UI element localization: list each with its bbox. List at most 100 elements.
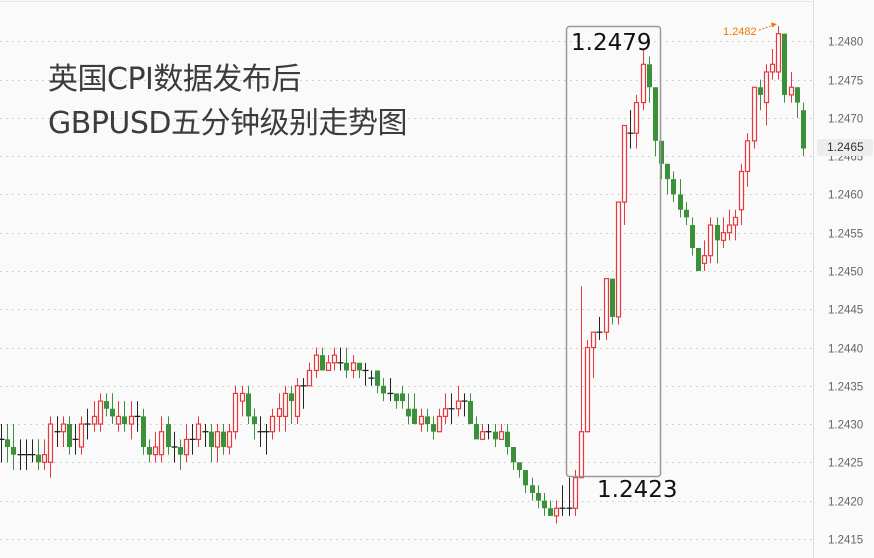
candle-body bbox=[782, 33, 787, 95]
candle-body bbox=[381, 385, 386, 394]
candle bbox=[707, 217, 714, 264]
candle-body bbox=[110, 408, 115, 417]
candle-body bbox=[320, 355, 325, 371]
candle bbox=[596, 316, 603, 340]
candle-body bbox=[715, 225, 720, 241]
box-low-label: 1.2423 bbox=[597, 477, 678, 503]
candle-body bbox=[47, 423, 54, 463]
candle-body bbox=[306, 369, 313, 387]
candle bbox=[320, 347, 325, 371]
candle-body bbox=[195, 423, 202, 440]
candle-body bbox=[751, 86, 758, 142]
candle bbox=[627, 110, 634, 149]
candle-body bbox=[707, 224, 714, 257]
candle bbox=[84, 408, 91, 440]
candle bbox=[344, 347, 349, 379]
candle bbox=[678, 179, 683, 218]
candle-body bbox=[431, 424, 436, 432]
candle bbox=[572, 469, 579, 516]
y-tick-label: 1.2440 bbox=[828, 344, 863, 356]
candle bbox=[110, 393, 115, 425]
candle bbox=[647, 56, 652, 103]
candle-body bbox=[252, 416, 257, 425]
candle bbox=[406, 393, 411, 425]
candle bbox=[788, 71, 795, 103]
candle bbox=[505, 424, 510, 455]
candle bbox=[72, 424, 79, 455]
candle-body bbox=[530, 485, 535, 493]
candle bbox=[603, 278, 610, 340]
chart-title-line2: GBPUSD五分钟级别走势图 bbox=[48, 106, 408, 141]
chart-title-line1: 英国CPI数据发布后 bbox=[48, 62, 301, 97]
candle-body bbox=[400, 393, 405, 402]
candle bbox=[536, 485, 541, 509]
candle-body bbox=[209, 431, 214, 448]
candle bbox=[141, 408, 146, 455]
candle-body bbox=[67, 424, 72, 448]
candle bbox=[732, 209, 739, 241]
candle bbox=[715, 217, 720, 264]
candle-body bbox=[331, 354, 338, 364]
candle bbox=[11, 424, 16, 470]
candle bbox=[553, 500, 560, 524]
candle bbox=[559, 485, 566, 516]
candle bbox=[671, 171, 676, 203]
candle bbox=[158, 416, 165, 463]
candle bbox=[425, 408, 430, 432]
y-tick-label: 1.2455 bbox=[828, 229, 863, 241]
candle bbox=[548, 500, 553, 516]
candle-body bbox=[357, 362, 362, 371]
candle bbox=[720, 217, 727, 248]
y-tick-label: 1.2475 bbox=[828, 76, 863, 88]
candle-body bbox=[375, 370, 380, 386]
candle-body bbox=[744, 140, 751, 173]
candle bbox=[726, 209, 733, 241]
candle bbox=[659, 140, 664, 180]
candle bbox=[263, 424, 270, 455]
candle-body bbox=[479, 431, 486, 440]
candle bbox=[436, 408, 443, 433]
candle bbox=[362, 362, 369, 386]
candle-body bbox=[542, 500, 547, 509]
candle-body bbox=[436, 415, 443, 433]
candle-body bbox=[553, 507, 560, 517]
candle-body bbox=[183, 438, 190, 456]
candle-body bbox=[221, 431, 226, 448]
candle bbox=[23, 439, 30, 470]
candle bbox=[17, 439, 24, 470]
candle bbox=[189, 424, 196, 455]
candle bbox=[239, 385, 246, 417]
candle bbox=[357, 362, 362, 379]
candle-body bbox=[671, 179, 676, 195]
candle bbox=[474, 416, 479, 440]
candle-body bbox=[5, 439, 10, 448]
candle-body bbox=[60, 423, 67, 433]
candle-body bbox=[289, 393, 294, 402]
candle-body bbox=[11, 447, 16, 455]
candle bbox=[442, 393, 449, 425]
candle bbox=[621, 124, 628, 226]
candle-body bbox=[36, 454, 41, 463]
candle-body bbox=[412, 408, 417, 425]
candle bbox=[331, 347, 338, 371]
candle bbox=[97, 393, 104, 432]
candle bbox=[252, 408, 257, 440]
candle bbox=[498, 424, 505, 440]
candle bbox=[375, 370, 380, 394]
candle-body bbox=[468, 401, 473, 425]
candle bbox=[751, 86, 758, 149]
candle bbox=[91, 401, 98, 432]
candle bbox=[640, 48, 647, 111]
candle bbox=[763, 64, 770, 126]
y-tick-label: 1.2480 bbox=[828, 37, 863, 49]
candle-body bbox=[232, 392, 239, 433]
candle-body bbox=[775, 33, 782, 73]
candle bbox=[29, 439, 36, 463]
candle bbox=[195, 416, 202, 448]
candle-body bbox=[455, 400, 462, 410]
candle bbox=[282, 385, 289, 432]
candle-body bbox=[493, 431, 498, 440]
candle-body bbox=[659, 140, 664, 164]
